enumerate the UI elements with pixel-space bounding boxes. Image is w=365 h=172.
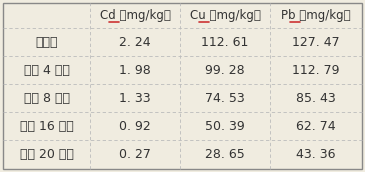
Text: 修复 8 个月: 修复 8 个月	[23, 92, 69, 105]
Text: 0. 27: 0. 27	[119, 148, 151, 161]
Text: Cd （mg/kg）: Cd （mg/kg）	[100, 9, 170, 22]
Text: 1. 98: 1. 98	[119, 63, 151, 77]
Text: 112. 61: 112. 61	[201, 35, 249, 49]
Text: 修复 20 个月: 修复 20 个月	[20, 148, 73, 161]
Text: 43. 36: 43. 36	[296, 148, 336, 161]
Text: Pb （mg/kg）: Pb （mg/kg）	[281, 9, 351, 22]
Text: 1. 33: 1. 33	[119, 92, 151, 105]
Text: Cu （mg/kg）: Cu （mg/kg）	[189, 9, 261, 22]
Text: 62. 74: 62. 74	[296, 120, 336, 132]
Text: 74. 53: 74. 53	[205, 92, 245, 105]
Text: 修复 16 个月: 修复 16 个月	[20, 120, 73, 132]
Text: 0. 92: 0. 92	[119, 120, 151, 132]
Text: 85. 43: 85. 43	[296, 92, 336, 105]
Text: 50. 39: 50. 39	[205, 120, 245, 132]
Text: 99. 28: 99. 28	[205, 63, 245, 77]
Text: 修复 4 个月: 修复 4 个月	[24, 63, 69, 77]
Text: 112. 79: 112. 79	[292, 63, 340, 77]
Text: 127. 47: 127. 47	[292, 35, 340, 49]
Text: 28. 65: 28. 65	[205, 148, 245, 161]
Text: 2. 24: 2. 24	[119, 35, 151, 49]
Text: 修复前: 修复前	[35, 35, 58, 49]
